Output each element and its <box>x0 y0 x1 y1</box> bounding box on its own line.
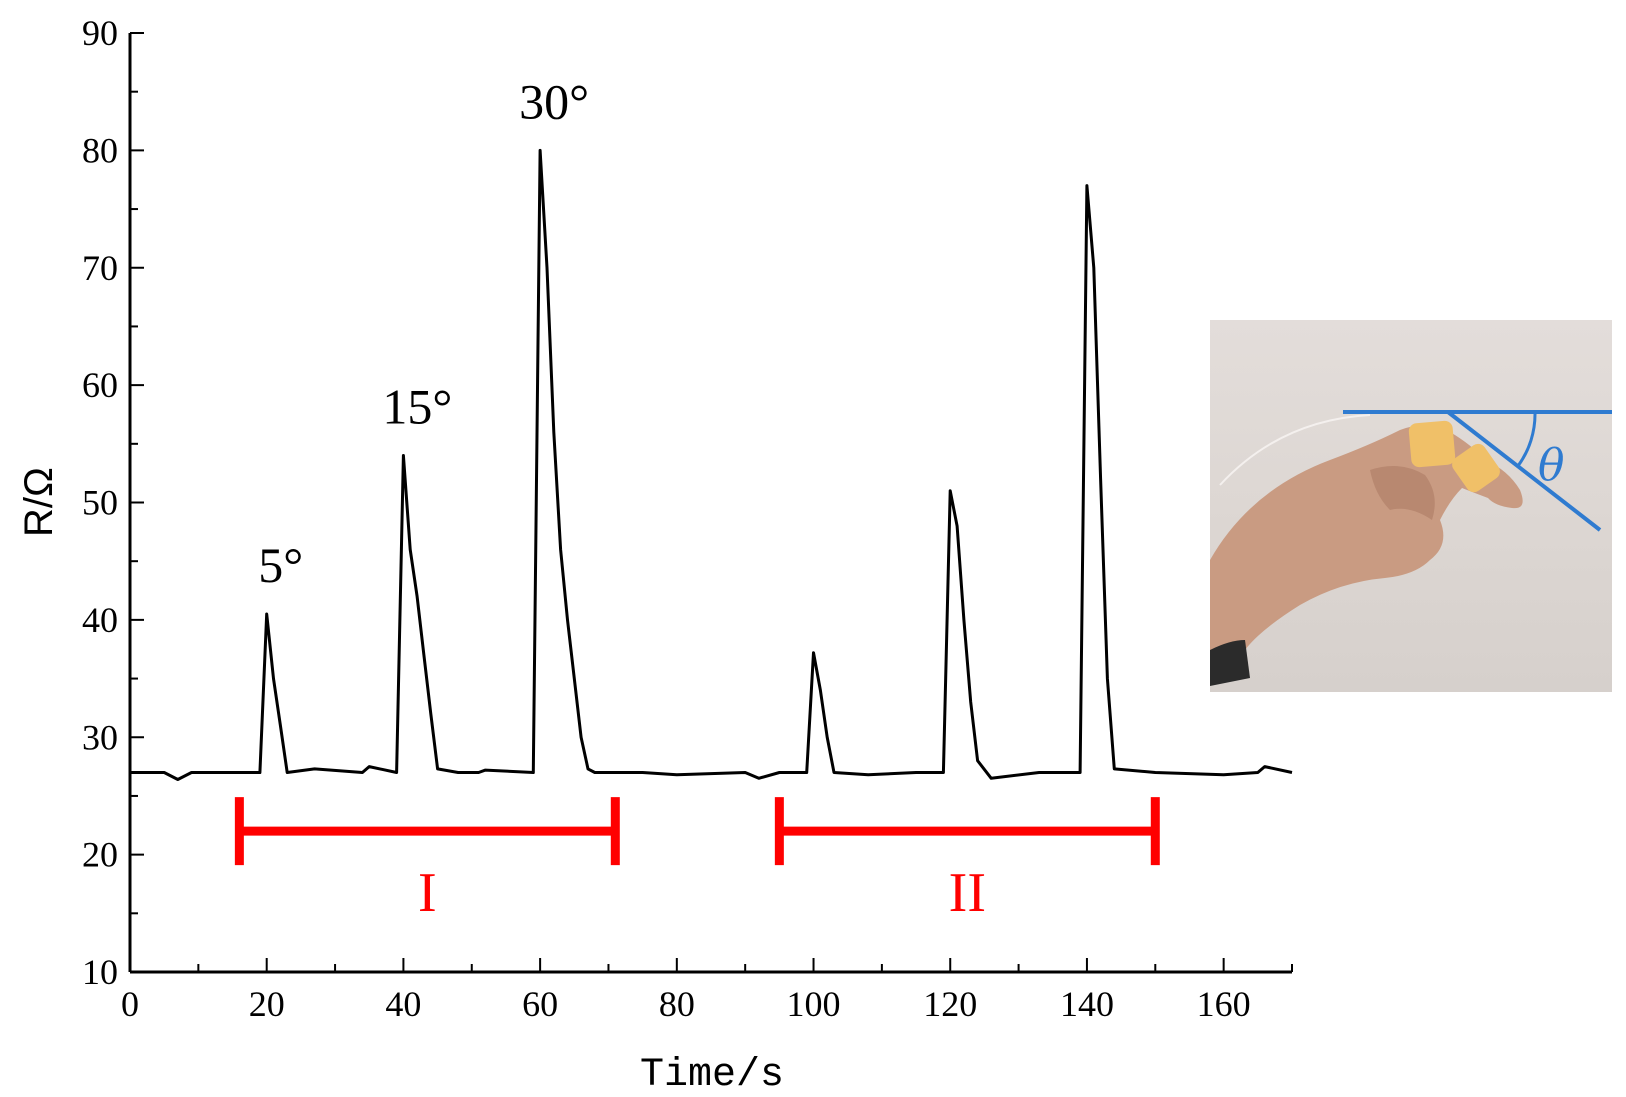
x-tick-label: 20 <box>249 984 285 1024</box>
x-tick-label: 80 <box>659 984 695 1024</box>
hand-illustration: θ <box>1210 410 1612 686</box>
y-tick-labels: 10 20 30 40 50 60 70 80 90 <box>82 13 118 992</box>
x-tick-label: 60 <box>522 984 558 1024</box>
sensor-tape-1 <box>1408 420 1456 468</box>
group-brackets: I II <box>234 797 1160 924</box>
x-tick-label: 100 <box>787 984 841 1024</box>
y-tick-label: 50 <box>82 483 118 523</box>
angle-arc <box>1516 411 1537 467</box>
y-tick-label: 30 <box>82 717 118 757</box>
wire-arc <box>1219 414 1371 486</box>
x-tick-label: 40 <box>385 984 421 1024</box>
peak-label: 15° <box>382 379 452 435</box>
hand-shadow <box>1370 466 1435 520</box>
y-tick-label: 40 <box>82 600 118 640</box>
angle-symbol: θ <box>1538 440 1565 491</box>
hand-shape <box>1210 425 1523 665</box>
x-tick-label: 0 <box>121 984 139 1024</box>
x-tick-label: 160 <box>1197 984 1251 1024</box>
y-tick-label: 60 <box>82 365 118 405</box>
watch-strap <box>1210 640 1250 686</box>
peak-label: 5° <box>258 537 303 593</box>
x-tick-labels: 0 20 40 60 80 100 120 140 160 <box>121 984 1251 1024</box>
group-label: II <box>949 862 986 924</box>
y-tick-label: 70 <box>82 248 118 288</box>
group-label: I <box>418 862 437 924</box>
y-tick-label: 80 <box>82 130 118 170</box>
x-tick-label: 140 <box>1060 984 1114 1024</box>
x-axis-title: Time/s <box>640 1053 784 1097</box>
series-line <box>130 148 1293 781</box>
inset-photo: θ <box>1210 320 1612 692</box>
peak-annotations: 5° 15° 30° <box>258 73 589 593</box>
x-tick-label: 120 <box>923 984 977 1024</box>
y-tick-label: 10 <box>82 952 118 992</box>
finger-line <box>1446 410 1602 532</box>
y-tick-label: 20 <box>82 835 118 875</box>
y-tick-label: 90 <box>82 13 118 53</box>
y-axis-title: R/Ω <box>17 467 61 537</box>
sensor-tape-2 <box>1452 443 1500 493</box>
peak-label: 30° <box>519 73 589 129</box>
